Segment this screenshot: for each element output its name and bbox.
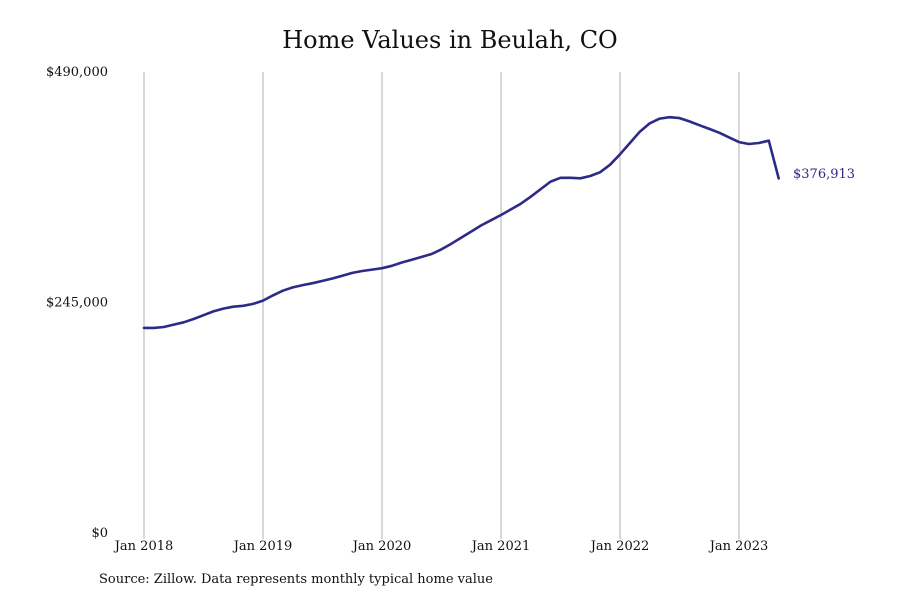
x-tick-label: Jan 2021 bbox=[470, 539, 531, 554]
series-line bbox=[142, 115, 780, 330]
chart-title: Home Values in Beulah, CO bbox=[282, 26, 618, 54]
x-tick-label: Jan 2018 bbox=[113, 539, 174, 554]
x-tick-label: Jan 2019 bbox=[232, 539, 293, 554]
y-axis: $490,000 $245,000 $0 bbox=[46, 65, 108, 541]
end-value-label: $376,913 bbox=[793, 167, 855, 182]
source-note: Source: Zillow. Data represents monthly … bbox=[99, 572, 493, 587]
y-tick-label: $490,000 bbox=[46, 65, 108, 80]
y-tick-label: $0 bbox=[91, 526, 108, 541]
x-axis: Jan 2018 Jan 2019 Jan 2020 Jan 2021 Jan 2022… bbox=[113, 539, 769, 554]
y-tick-label: $245,000 bbox=[46, 296, 108, 311]
x-tick-label: Jan 2020 bbox=[351, 539, 412, 554]
grid-lines bbox=[143, 72, 740, 539]
series-layer bbox=[142, 115, 780, 330]
x-tick-label: Jan 2023 bbox=[708, 539, 769, 554]
x-tick-label: Jan 2022 bbox=[589, 539, 650, 554]
label-layer: $376,913 bbox=[793, 167, 855, 182]
